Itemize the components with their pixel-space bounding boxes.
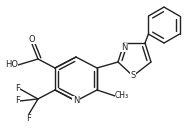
- Text: S: S: [130, 71, 136, 81]
- Text: F: F: [15, 97, 20, 105]
- Text: N: N: [121, 43, 127, 52]
- Text: O: O: [29, 35, 35, 44]
- Text: F: F: [15, 84, 20, 93]
- Text: F: F: [27, 114, 31, 123]
- Text: N: N: [73, 97, 79, 105]
- Text: HO: HO: [5, 61, 18, 70]
- Text: CH₃: CH₃: [115, 92, 129, 100]
